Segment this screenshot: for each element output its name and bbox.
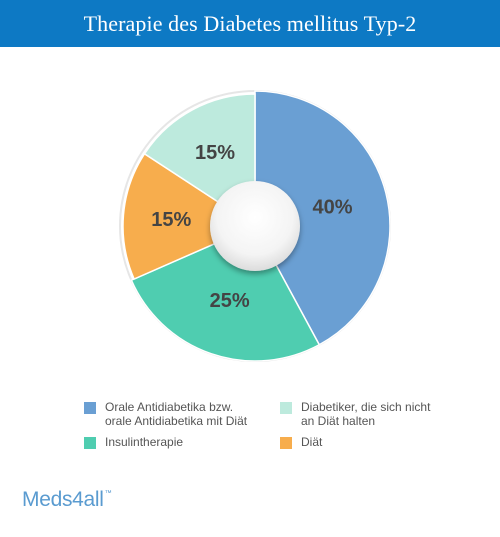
- pie-slice: [254, 90, 391, 346]
- legend-label: Diabetiker, die sich nicht an Diät halte…: [301, 400, 431, 428]
- legend-swatch: [84, 402, 96, 414]
- legend-item: Insulintherapie: [84, 435, 280, 449]
- slice-label: 15%: [151, 209, 191, 231]
- legend-swatch: [84, 437, 96, 449]
- legend-item: Diabetiker, die sich nicht an Diät halte…: [280, 400, 476, 428]
- pie-chart: 40% 25% 15% 15%: [119, 90, 391, 362]
- center-hole: [210, 181, 300, 271]
- slice-label: 40%: [313, 196, 353, 218]
- legend-item: Orale Antidiabetika bzw. orale Antidiabe…: [84, 400, 280, 428]
- slice-labels: 40% 25% 15% 15%: [151, 142, 353, 312]
- slice-label: 25%: [210, 290, 250, 312]
- legend-swatch: [280, 437, 292, 449]
- legend-label: Diät: [301, 435, 323, 449]
- chart-header: Therapie des Diabetes mellitus Typ-2: [0, 0, 500, 47]
- logo-text: Meds4all: [22, 488, 104, 511]
- logo-trademark: ™: [104, 490, 112, 497]
- pie-slice: [122, 152, 257, 281]
- legend-label: Insulintherapie: [105, 435, 184, 449]
- chart-legend: Orale Antidiabetika bzw. orale Antidiabe…: [84, 400, 484, 449]
- chart-title: Therapie des Diabetes mellitus Typ-2: [83, 10, 417, 36]
- legend-swatch: [280, 402, 292, 414]
- legend-item: Diät: [280, 435, 476, 449]
- meds4all-logo: Meds4all™: [22, 488, 112, 512]
- legend-label: Orale Antidiabetika bzw. orale Antidiabe…: [105, 400, 248, 428]
- slice-label: 15%: [195, 142, 235, 164]
